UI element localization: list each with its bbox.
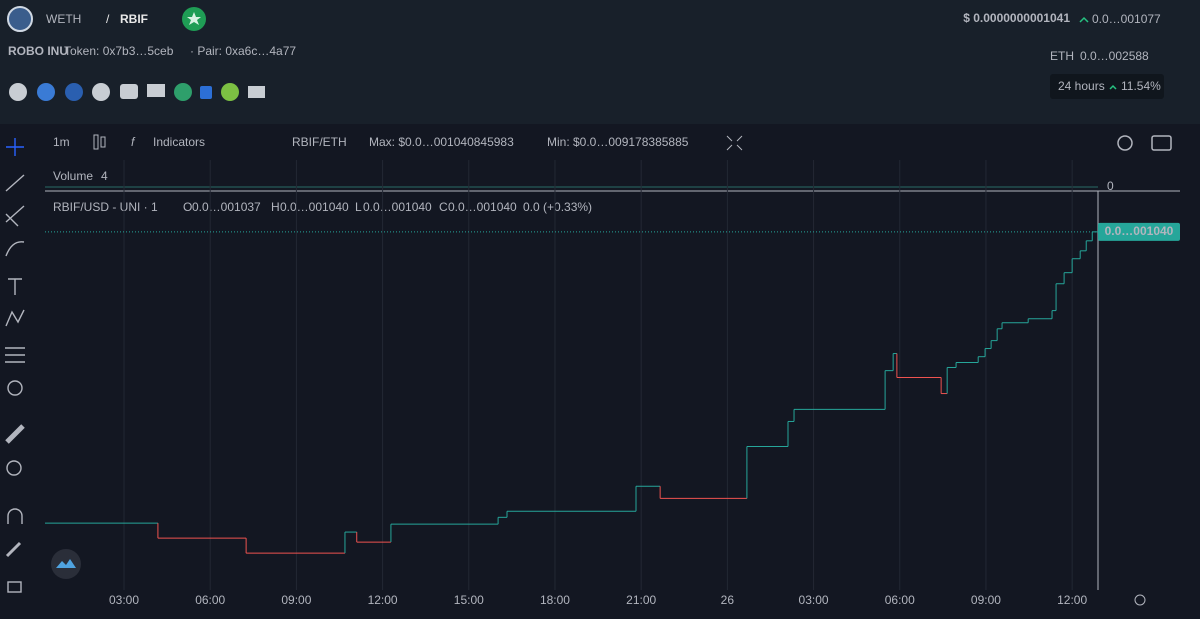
ohlc-key: C bbox=[439, 200, 448, 214]
icons-tool[interactable] bbox=[7, 380, 23, 396]
logo-shape bbox=[56, 559, 76, 568]
x-tick-label: 21:00 bbox=[626, 593, 656, 607]
mail-icon[interactable] bbox=[248, 86, 265, 98]
price-change: 0.0…001077 bbox=[1092, 12, 1161, 26]
text-tool[interactable] bbox=[8, 278, 22, 295]
token-name: ROBO INU bbox=[8, 44, 68, 58]
max-price: Max: $0.0…001040845983 bbox=[369, 135, 514, 149]
pair-button[interactable]: RBIF/ETH bbox=[292, 135, 347, 149]
ohlc-key: O bbox=[183, 200, 192, 214]
symbol: RBIF bbox=[120, 12, 148, 26]
ohlc-value: 0.0…001040 bbox=[280, 200, 349, 214]
settings-icon[interactable] bbox=[1117, 135, 1133, 151]
ohlc-key: L bbox=[355, 200, 362, 214]
candle-icon bbox=[100, 136, 106, 148]
lock-drawings[interactable] bbox=[5, 541, 22, 558]
x-tick-label: 12:00 bbox=[1057, 593, 1087, 607]
eth-price: 0.0…002588 bbox=[1080, 49, 1149, 63]
left-toolbar bbox=[0, 124, 37, 619]
min-price: Min: $0.0…009178385885 bbox=[547, 135, 689, 149]
x-tick-label: 06:00 bbox=[195, 593, 225, 607]
separator: / bbox=[106, 12, 110, 26]
brush-tool[interactable] bbox=[5, 241, 25, 257]
icon[interactable] bbox=[37, 83, 55, 101]
icon[interactable] bbox=[174, 83, 192, 101]
crosshair-tool[interactable] bbox=[6, 138, 24, 156]
x-tick-label: 09:00 bbox=[281, 593, 311, 607]
period-box bbox=[1050, 74, 1164, 99]
x-axis-bg bbox=[37, 590, 1200, 619]
last-price-label: 0.0…001040 bbox=[1105, 224, 1174, 238]
social-icons bbox=[9, 83, 265, 101]
ohlc-value: 0.0…001040 bbox=[448, 200, 517, 214]
measure-tool[interactable] bbox=[5, 424, 25, 444]
line-tool[interactable] bbox=[5, 174, 25, 192]
twitter-icon[interactable] bbox=[120, 84, 138, 99]
magnet-tool[interactable] bbox=[7, 508, 23, 524]
up-arrow bbox=[1079, 16, 1089, 23]
pair-address[interactable]: · Pair: 0xa6c…4a77 bbox=[190, 44, 296, 58]
plot: 03:00 06:00 09:00 12:00 15:00 18:00 21:00 26 03:… bbox=[45, 160, 1180, 607]
volume-axis-label: 0 bbox=[1107, 179, 1114, 193]
ohlc-change: 0.0 (+0.33%) bbox=[523, 200, 592, 214]
fx-icon[interactable]: f bbox=[131, 135, 136, 149]
volume-title: Volume bbox=[53, 169, 93, 183]
ohlc-key: H bbox=[271, 200, 280, 214]
x-tick-label: 06:00 bbox=[885, 593, 915, 607]
fib-tool[interactable] bbox=[5, 205, 25, 227]
candle-icon[interactable] bbox=[93, 134, 99, 150]
ohlc: O 0.0…001037 H 0.0…001040 L 0.0…001040 C… bbox=[183, 200, 592, 214]
token-address[interactable]: Token: 0x7b3…5ceb bbox=[64, 44, 174, 58]
icon[interactable] bbox=[65, 83, 83, 101]
indicators-button[interactable]: Indicators bbox=[153, 135, 205, 149]
x-tick-label: 18:00 bbox=[540, 593, 570, 607]
up-arrow bbox=[1109, 84, 1117, 90]
x-tick-label: 03:00 bbox=[799, 593, 829, 607]
period-change: 11.54% bbox=[1121, 79, 1161, 93]
x-tick-label: 26 bbox=[721, 593, 735, 607]
lock-tool[interactable] bbox=[7, 581, 22, 593]
drawing-tools bbox=[5, 138, 25, 593]
eth-label: ETH bbox=[1050, 49, 1074, 63]
zoom-tool[interactable] bbox=[6, 460, 22, 476]
tradingview-logo[interactable] bbox=[51, 549, 81, 579]
interval[interactable]: 1m bbox=[53, 135, 70, 149]
token-logo bbox=[7, 6, 33, 32]
auto-scale-icon[interactable] bbox=[1134, 594, 1146, 606]
fullscreen-icon[interactable] bbox=[726, 135, 743, 151]
telegram-icon[interactable] bbox=[92, 83, 110, 101]
x-tick-label: 03:00 bbox=[109, 593, 139, 607]
price: $ 0.0000000001041 bbox=[963, 11, 1070, 25]
volume-value: 4 bbox=[101, 169, 108, 183]
pattern-tool[interactable] bbox=[5, 309, 25, 327]
ohlc-value: 0.0…001037 bbox=[192, 200, 261, 214]
base-symbol: WETH bbox=[46, 12, 81, 26]
lock-icon[interactable] bbox=[200, 86, 212, 99]
ohlc-value: 0.0…001040 bbox=[363, 200, 432, 214]
star-icon bbox=[187, 12, 201, 25]
x-tick-label: 09:00 bbox=[971, 593, 1001, 607]
icon[interactable] bbox=[221, 83, 239, 101]
legend-title: RBIF/USD - UNI · 1 bbox=[53, 200, 158, 214]
period: 24 hours bbox=[1058, 79, 1105, 93]
x-tick-label: 15:00 bbox=[454, 593, 484, 607]
last-price-box bbox=[1098, 222, 1180, 241]
x-tick-label: 12:00 bbox=[368, 593, 398, 607]
website-icon[interactable] bbox=[147, 84, 165, 97]
prediction-tool[interactable] bbox=[5, 347, 25, 363]
screenshot-icon[interactable] bbox=[1151, 135, 1172, 151]
share-icon[interactable] bbox=[9, 83, 27, 101]
